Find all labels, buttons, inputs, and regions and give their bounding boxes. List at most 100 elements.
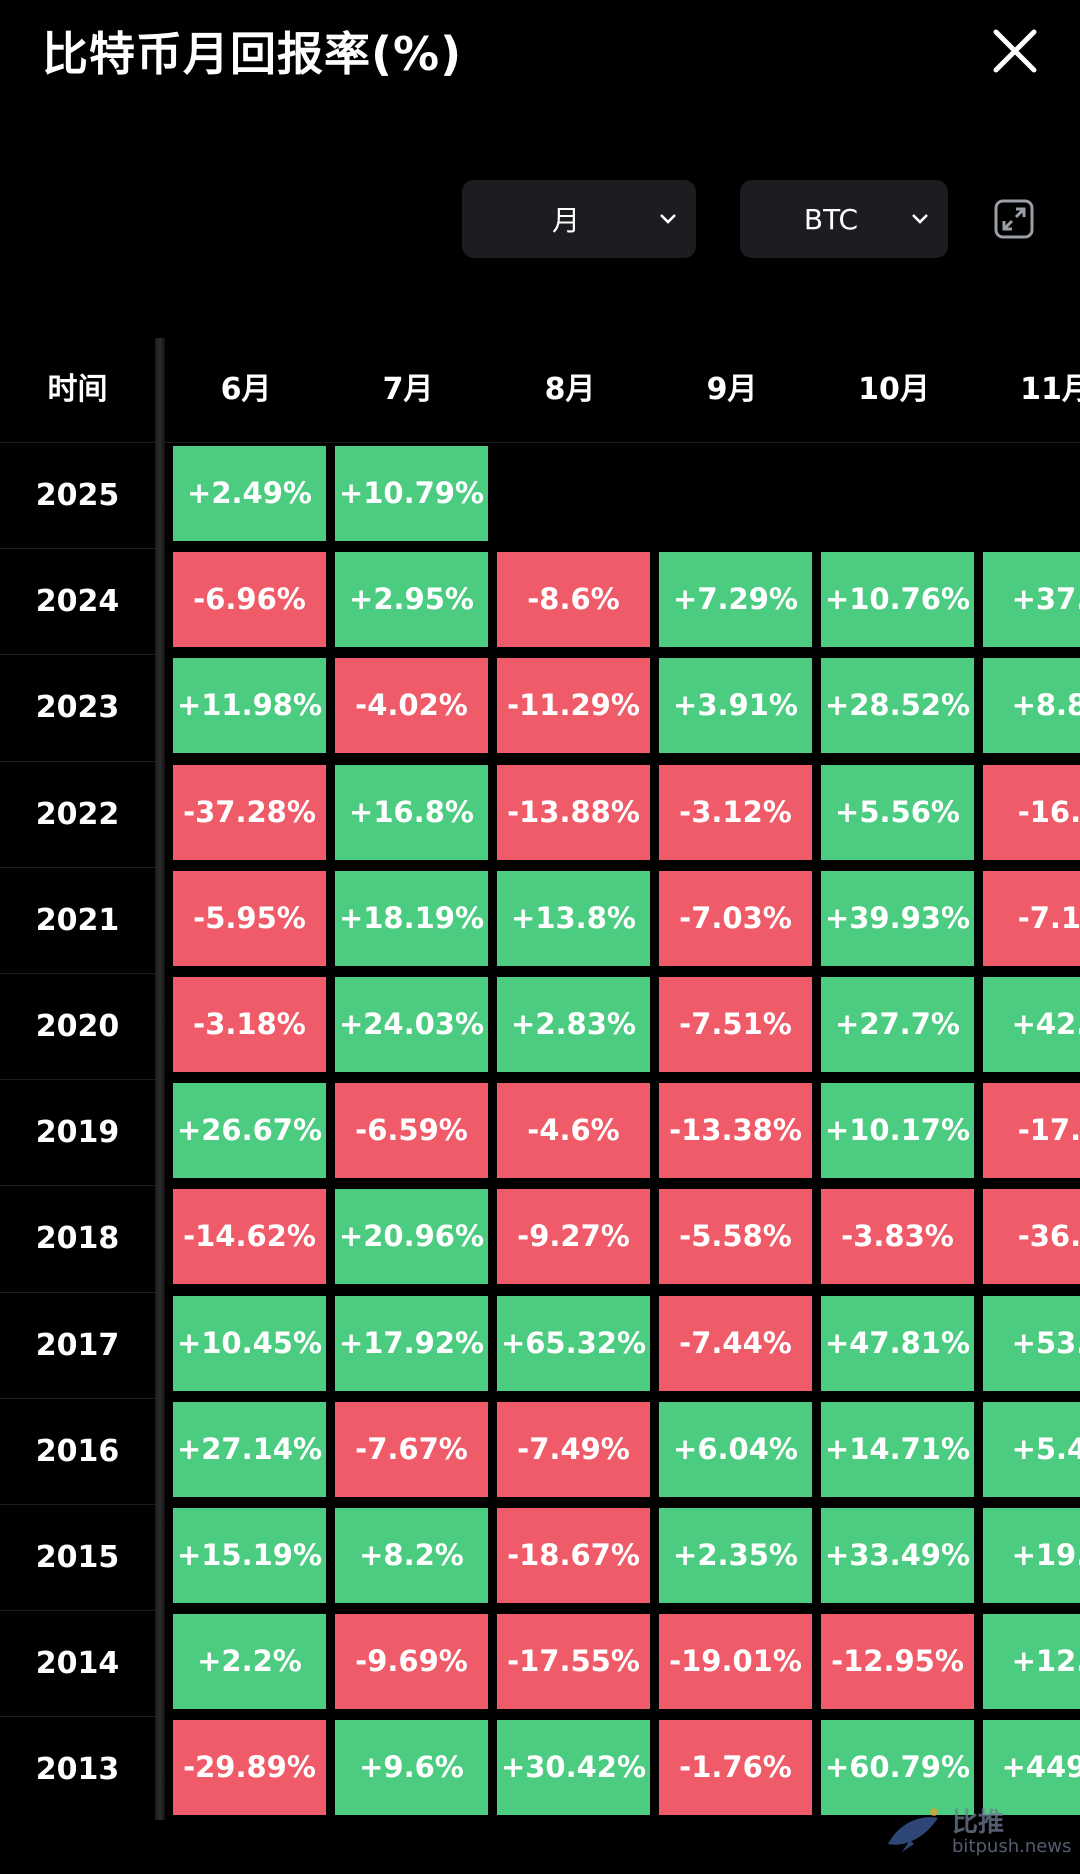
expand-icon[interactable] — [994, 199, 1034, 239]
return-cell[interactable]: +42.9 — [983, 977, 1080, 1072]
return-cell[interactable]: +28.52% — [821, 658, 974, 754]
close-icon[interactable] — [990, 26, 1040, 76]
return-cell[interactable]: +60.79% — [821, 1720, 974, 1816]
return-cell[interactable]: +19.2 — [983, 1508, 1080, 1603]
year-label: 2014 — [0, 1610, 155, 1716]
year-label: 2013 — [0, 1716, 155, 1820]
return-cell[interactable]: +26.67% — [173, 1083, 326, 1179]
return-cell[interactable]: -3.12% — [659, 764, 812, 860]
return-cell[interactable]: +12.8 — [983, 1614, 1080, 1710]
return-cell[interactable]: +47.81% — [821, 1295, 974, 1391]
return-cell[interactable]: +39.93% — [821, 870, 974, 966]
return-cell[interactable]: +2.49% — [173, 446, 326, 541]
return-cell[interactable]: +3.91% — [659, 658, 812, 754]
column-divider[interactable] — [155, 338, 165, 1820]
return-cell[interactable]: +11.98% — [173, 658, 326, 754]
return-cell[interactable]: +15.19% — [173, 1508, 326, 1603]
return-cell[interactable]: +8.81 — [983, 658, 1080, 754]
period-select[interactable]: 月 — [462, 180, 696, 258]
return-cell[interactable]: -13.88% — [497, 764, 650, 860]
return-cell[interactable]: +6.04% — [659, 1401, 812, 1497]
return-cell[interactable]: -9.69% — [335, 1614, 488, 1710]
return-cell[interactable]: -37.28% — [173, 764, 326, 860]
return-cell[interactable]: +33.49% — [821, 1508, 974, 1603]
return-cell[interactable]: -3.83% — [821, 1189, 974, 1285]
return-cell[interactable]: +2.95% — [335, 552, 488, 648]
return-cell[interactable]: +17.92% — [335, 1295, 488, 1391]
watermark-en: bitpush.news — [952, 1836, 1072, 1857]
return-cell[interactable]: +20.96% — [335, 1189, 488, 1285]
return-cell[interactable]: -4.6% — [497, 1083, 650, 1179]
year-column: 时间 2025 2024 2023 2022 2021 2020 2019 2018 2017 2… — [0, 338, 155, 1820]
return-cell[interactable]: -17.55% — [497, 1614, 650, 1710]
return-cell[interactable]: -19.01% — [659, 1614, 812, 1710]
asset-select[interactable]: BTC — [740, 180, 948, 258]
asset-select-value: BTC — [803, 202, 859, 236]
return-cell[interactable]: +30.42% — [497, 1720, 650, 1816]
return-cell[interactable]: -12.95% — [821, 1614, 974, 1710]
return-cell[interactable]: +2.2% — [173, 1614, 326, 1710]
year-label: 2019 — [0, 1079, 155, 1185]
return-cell[interactable]: -7.11 — [983, 870, 1080, 966]
chevron-down-icon — [660, 214, 676, 224]
year-label: 2021 — [0, 866, 155, 973]
return-cell[interactable]: +5.42 — [983, 1401, 1080, 1497]
return-cell[interactable]: -3.18% — [173, 977, 326, 1072]
return-cell[interactable]: +10.79% — [335, 446, 488, 541]
return-cell[interactable]: +2.83% — [497, 977, 650, 1072]
return-cell[interactable]: +16.8% — [335, 764, 488, 860]
return-cell[interactable]: +27.14% — [173, 1401, 326, 1497]
month-header: 9月 — [706, 372, 758, 407]
year-label: 2022 — [0, 760, 155, 867]
year-label: 2015 — [0, 1504, 155, 1610]
bird-logo-icon — [888, 1808, 938, 1852]
chevron-down-icon — [912, 214, 928, 224]
return-cell[interactable]: +2.35% — [659, 1508, 812, 1603]
returns-grid[interactable]: 6月 7月 8月 9月 10月 11月 +2.49% +10.79% -6.96% +2.95% -… — [165, 338, 1080, 1820]
return-cell[interactable]: -6.96% — [173, 552, 326, 648]
return-cell[interactable]: +10.17% — [821, 1083, 974, 1179]
return-cell[interactable]: +9.6% — [335, 1720, 488, 1816]
return-cell[interactable]: +10.45% — [173, 1295, 326, 1391]
return-cell[interactable]: -29.89% — [173, 1720, 326, 1816]
return-cell[interactable]: +18.19% — [335, 870, 488, 966]
return-cell[interactable]: -7.44% — [659, 1295, 812, 1391]
return-cell[interactable]: +53.4 — [983, 1295, 1080, 1391]
month-header: 6月 — [220, 372, 272, 407]
return-cell[interactable]: -1.76% — [659, 1720, 812, 1816]
return-cell[interactable]: +13.8% — [497, 870, 650, 966]
return-cell[interactable]: -4.02% — [335, 658, 488, 754]
return-cell[interactable]: -7.03% — [659, 870, 812, 966]
return-cell[interactable]: -17.2 — [983, 1083, 1080, 1179]
return-cell[interactable]: -7.67% — [335, 1401, 488, 1497]
return-cell[interactable]: -5.95% — [173, 870, 326, 966]
return-cell[interactable]: -9.27% — [497, 1189, 650, 1285]
return-cell[interactable]: -16.2 — [983, 764, 1080, 860]
return-cell[interactable]: -7.51% — [659, 977, 812, 1072]
return-cell[interactable]: +449.3 — [983, 1720, 1080, 1816]
return-cell[interactable]: -13.38% — [659, 1083, 812, 1179]
return-cell[interactable]: -14.62% — [173, 1189, 326, 1285]
return-cell[interactable]: +10.76% — [821, 552, 974, 648]
return-cell[interactable]: +5.56% — [821, 764, 974, 860]
return-cell[interactable]: -8.6% — [497, 552, 650, 648]
year-label: 2018 — [0, 1185, 155, 1291]
period-select-value: 月 — [551, 204, 580, 237]
return-cell[interactable]: -6.59% — [335, 1083, 488, 1179]
watermark: 比推 bitpush.news — [880, 1800, 1072, 1860]
return-cell[interactable]: +65.32% — [497, 1295, 650, 1391]
return-cell[interactable]: -7.49% — [497, 1401, 650, 1497]
return-cell[interactable]: +8.2% — [335, 1508, 488, 1603]
return-cell[interactable]: +24.03% — [335, 977, 488, 1072]
return-cell[interactable]: -5.58% — [659, 1189, 812, 1285]
year-label: 2016 — [0, 1397, 155, 1504]
return-cell[interactable]: -18.67% — [497, 1508, 650, 1603]
return-cell[interactable]: +37.2 — [983, 552, 1080, 648]
return-cell[interactable]: +14.71% — [821, 1401, 974, 1497]
year-label: 2024 — [0, 548, 155, 654]
return-cell[interactable]: +7.29% — [659, 552, 812, 648]
return-cell[interactable]: +27.7% — [821, 977, 974, 1072]
return-cell[interactable]: -36.5 — [983, 1189, 1080, 1285]
page-title: 比特币月回报率(%) — [42, 27, 463, 81]
return-cell[interactable]: -11.29% — [497, 658, 650, 754]
